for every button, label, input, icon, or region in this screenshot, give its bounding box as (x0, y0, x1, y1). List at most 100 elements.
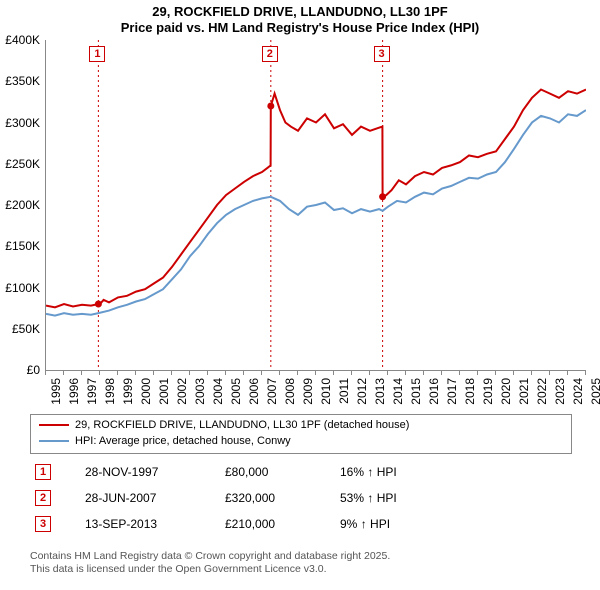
chart-marker-2: 2 (262, 46, 278, 62)
y-tick-label: £300K (0, 116, 40, 130)
tx-pct-2: 53% ↑ HPI (340, 491, 397, 505)
x-tick-label: 2025 (589, 378, 600, 412)
x-tick-mark (477, 370, 478, 375)
chart-marker-1: 1 (89, 46, 105, 62)
chart-title-line1: 29, ROCKFIELD DRIVE, LLANDUDNO, LL30 1PF (0, 4, 600, 19)
tx-pct-3: 9% ↑ HPI (340, 517, 390, 531)
x-tick-mark (207, 370, 208, 375)
x-tick-label: 2005 (229, 378, 243, 412)
tx-date-2: 28-JUN-2007 (85, 491, 156, 505)
tx-marker-3: 3 (35, 516, 51, 532)
legend-row-series1: 29, ROCKFIELD DRIVE, LLANDUDNO, LL30 1PF… (39, 419, 409, 431)
legend-row-series2: HPI: Average price, detached house, Conw… (39, 435, 291, 447)
page-container: { "title_line1": "29, ROCKFIELD DRIVE, L… (0, 0, 600, 590)
tx-price-1: £80,000 (225, 465, 268, 479)
x-tick-mark (531, 370, 532, 375)
x-tick-label: 2001 (157, 378, 171, 412)
legend-swatch-series2 (39, 440, 69, 442)
x-tick-mark (315, 370, 316, 375)
x-tick-mark (261, 370, 262, 375)
tx-date-1: 28-NOV-1997 (85, 465, 158, 479)
chart-title-line2: Price paid vs. HM Land Registry's House … (0, 20, 600, 35)
y-tick-label: £0 (0, 363, 40, 377)
x-tick-label: 2010 (319, 378, 333, 412)
legend-label-series2: HPI: Average price, detached house, Conw… (75, 435, 291, 447)
x-tick-mark (117, 370, 118, 375)
x-tick-label: 1995 (49, 378, 63, 412)
tx-marker-2: 2 (35, 490, 51, 506)
x-tick-mark (63, 370, 64, 375)
x-tick-label: 2014 (391, 378, 405, 412)
x-tick-mark (405, 370, 406, 375)
x-tick-label: 2000 (139, 378, 153, 412)
x-tick-mark (81, 370, 82, 375)
tx-marker-1: 1 (35, 464, 51, 480)
x-tick-label: 2018 (463, 378, 477, 412)
x-tick-label: 2023 (553, 378, 567, 412)
x-tick-label: 2020 (499, 378, 513, 412)
x-tick-label: 2015 (409, 378, 423, 412)
x-tick-mark (153, 370, 154, 375)
x-tick-mark (441, 370, 442, 375)
x-tick-label: 2017 (445, 378, 459, 412)
x-tick-label: 2003 (193, 378, 207, 412)
x-tick-mark (243, 370, 244, 375)
chart-svg (46, 40, 586, 370)
y-tick-label: £200K (0, 198, 40, 212)
x-tick-label: 2012 (355, 378, 369, 412)
chart-marker-3: 3 (374, 46, 390, 62)
x-tick-label: 2024 (571, 378, 585, 412)
x-tick-label: 2011 (337, 378, 351, 412)
y-tick-label: £50K (0, 322, 40, 336)
x-tick-mark (549, 370, 550, 375)
tx-date-3: 13-SEP-2013 (85, 517, 157, 531)
x-tick-label: 2019 (481, 378, 495, 412)
y-tick-label: £150K (0, 239, 40, 253)
x-tick-label: 1998 (103, 378, 117, 412)
x-tick-mark (423, 370, 424, 375)
x-tick-mark (387, 370, 388, 375)
legend-swatch-series1 (39, 424, 69, 426)
x-tick-mark (513, 370, 514, 375)
legend-box: 29, ROCKFIELD DRIVE, LLANDUDNO, LL30 1PF… (30, 414, 572, 454)
tx-price-3: £210,000 (225, 517, 275, 531)
x-tick-mark (135, 370, 136, 375)
y-tick-label: £250K (0, 157, 40, 171)
x-tick-label: 2004 (211, 378, 225, 412)
tx-price-2: £320,000 (225, 491, 275, 505)
x-tick-mark (99, 370, 100, 375)
y-tick-label: £400K (0, 33, 40, 47)
x-tick-mark (225, 370, 226, 375)
x-tick-mark (351, 370, 352, 375)
x-tick-label: 2021 (517, 378, 531, 412)
x-tick-mark (189, 370, 190, 375)
tx-pct-1: 16% ↑ HPI (340, 465, 397, 479)
x-tick-mark (279, 370, 280, 375)
x-tick-mark (585, 370, 586, 375)
x-tick-mark (45, 370, 46, 375)
x-tick-label: 2022 (535, 378, 549, 412)
x-tick-label: 1997 (85, 378, 99, 412)
x-tick-label: 2006 (247, 378, 261, 412)
x-tick-mark (567, 370, 568, 375)
footer-line2: This data is licensed under the Open Gov… (30, 563, 327, 575)
y-tick-label: £350K (0, 74, 40, 88)
x-tick-label: 2013 (373, 378, 387, 412)
x-tick-mark (297, 370, 298, 375)
x-tick-mark (495, 370, 496, 375)
x-tick-mark (369, 370, 370, 375)
x-tick-label: 1996 (67, 378, 81, 412)
x-tick-mark (459, 370, 460, 375)
x-tick-label: 2002 (175, 378, 189, 412)
chart-plot-area (45, 40, 586, 371)
x-tick-mark (171, 370, 172, 375)
x-tick-label: 1999 (121, 378, 135, 412)
y-tick-label: £100K (0, 281, 40, 295)
x-tick-label: 2007 (265, 378, 279, 412)
footer-line1: Contains HM Land Registry data © Crown c… (30, 550, 390, 562)
legend-label-series1: 29, ROCKFIELD DRIVE, LLANDUDNO, LL30 1PF… (75, 419, 409, 431)
x-tick-label: 2016 (427, 378, 441, 412)
x-tick-label: 2009 (301, 378, 315, 412)
x-tick-label: 2008 (283, 378, 297, 412)
x-tick-mark (333, 370, 334, 375)
